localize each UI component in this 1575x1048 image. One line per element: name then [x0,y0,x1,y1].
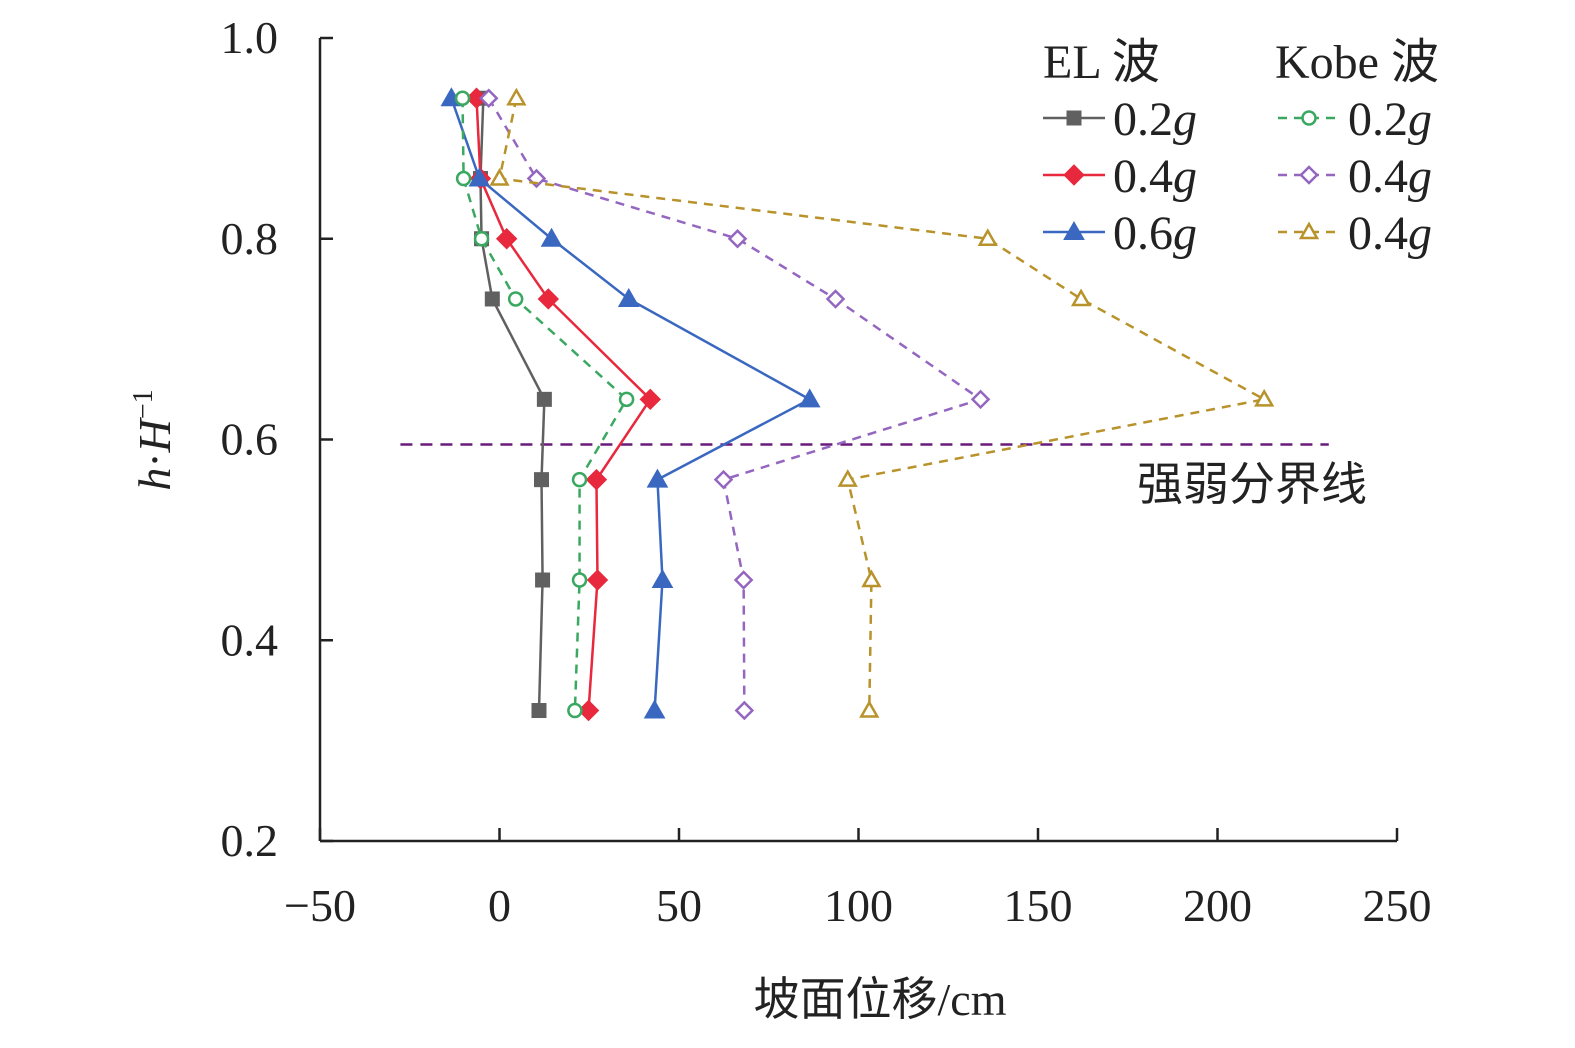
data-point [535,572,551,588]
series-line [450,97,813,711]
data-point [1254,388,1275,407]
x-tick-label: 50 [656,880,702,931]
legend-group-title: Kobe 波 [1275,36,1439,89]
data-point [825,289,846,309]
data-point [571,471,588,488]
legend-label: 0.4g [1348,150,1432,203]
legend-group-title: EL 波 [1043,36,1160,89]
legend-marker [1299,165,1319,185]
data-point [646,468,669,488]
data-point [534,472,550,488]
series-line [487,97,984,711]
data-point [861,569,882,588]
series-5 [489,87,1275,718]
y-tick-label: 1.0 [221,12,279,63]
series-2 [440,87,821,719]
data-point [531,703,547,719]
data-point [618,391,635,408]
legend-marker [1063,164,1085,186]
series-3 [454,90,635,719]
series-line [497,97,1268,711]
y-tick-label: 0.2 [221,815,279,866]
series-1 [465,87,661,722]
data-point [507,291,524,307]
x-tick-label: 100 [824,880,893,931]
data-point [585,468,608,491]
x-tick-label: 0 [488,880,511,931]
legend-label: 0.4g [1113,150,1197,203]
data-point [567,702,583,719]
series-4 [478,88,991,721]
data-point [837,469,858,487]
data-point [478,88,499,108]
data-point [536,391,552,407]
data-point [540,227,563,247]
x-axis-label: 坡面位移/cm [754,974,1007,1025]
data-point [727,228,748,249]
data-point [639,388,661,411]
data-point [733,570,754,590]
y-tick-label: 0.4 [221,614,279,665]
series-line [475,98,652,711]
data-point [489,168,510,186]
legend-label: 0.2g [1113,93,1197,146]
legend-marker [1063,220,1085,240]
data-point [859,699,880,718]
data-point [1070,288,1092,307]
data-point [586,569,609,591]
data-point [651,569,674,589]
legend-marker [1066,110,1082,126]
data-point [617,287,640,307]
x-tick-label: −50 [284,880,356,931]
legend-label: 0.2g [1348,93,1432,146]
data-point [484,291,500,307]
y-tick-label: 0.8 [221,213,279,264]
data-point [468,167,491,187]
data-point [977,228,998,246]
data-point [506,87,527,106]
data-point [798,388,821,408]
legend-label: 0.6g [1113,207,1197,260]
data-point [537,288,560,310]
legend-label: 0.4g [1348,207,1432,260]
data-point [643,699,666,719]
y-tick-label: 0.6 [221,414,279,465]
series-line [479,98,546,711]
data-point [495,228,518,250]
legend-marker [1301,110,1317,126]
boundary-line-label: 强弱分界线 [1137,459,1367,510]
legend-marker [1298,221,1320,240]
data-point [571,572,588,588]
data-point [734,700,755,721]
x-tick-label: 150 [1004,880,1073,931]
data-point [455,170,472,187]
x-tick-label: 250 [1363,880,1432,931]
data-point [970,389,991,410]
data-point [713,469,734,490]
x-tick-label: 200 [1183,880,1252,931]
data-point [454,90,471,106]
data-point [473,231,490,247]
y-axis-label: h·H−1 [128,389,180,490]
